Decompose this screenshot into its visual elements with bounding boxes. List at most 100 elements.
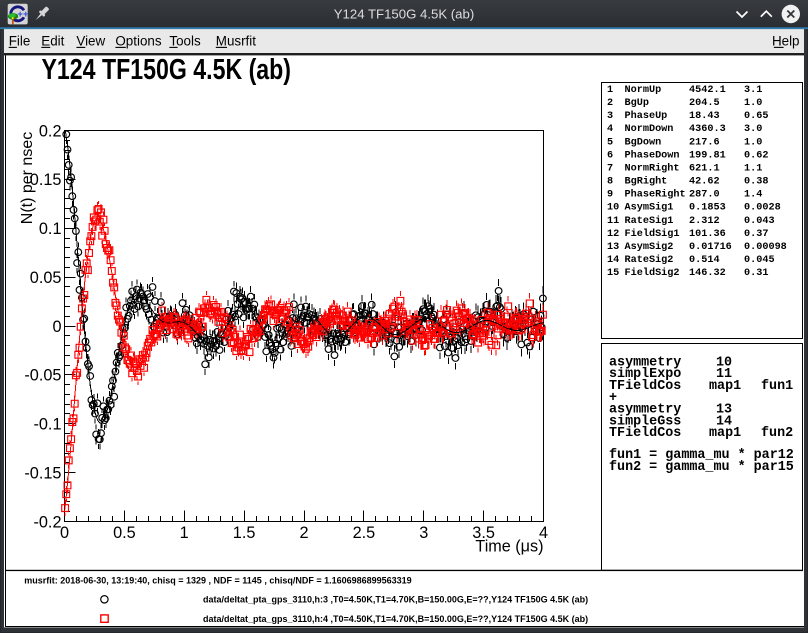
svg-text:Y124 TF150G 4.5K (ab): Y124 TF150G 4.5K (ab) [42,54,292,86]
svg-text:2: 2 [299,524,308,542]
svg-text:PhaseRight: PhaseRight [625,189,686,201]
svg-text:204.5: 204.5 [689,98,720,109]
svg-text:10: 10 [716,355,732,370]
svg-text:PhaseUp: PhaseUp [625,110,668,122]
svg-text:BgDown: BgDown [625,137,662,148]
svg-text:1.5: 1.5 [233,524,256,542]
svg-text:14: 14 [607,255,619,266]
svg-text:fun1: fun1 [761,379,793,394]
svg-text:11: 11 [607,216,619,227]
svg-text:0.514: 0.514 [689,255,720,266]
svg-text:146.32: 146.32 [689,268,726,279]
svg-text:621.1: 621.1 [689,164,720,175]
svg-text:0.5: 0.5 [113,524,136,542]
svg-text:0.01716: 0.01716 [689,242,732,253]
svg-text:TFieldCos: TFieldCos [609,379,681,394]
svg-text:101.36: 101.36 [689,229,726,240]
svg-text:Tools: Tools [169,34,201,49]
svg-text:data/deltat_pta_gps_3110,h:3 ,: data/deltat_pta_gps_3110,h:3 ,T0=4.50K,T… [203,595,588,605]
svg-text:0.1853: 0.1853 [689,203,726,214]
svg-text:Y124 TF150G 4.5K (ab): Y124 TF150G 4.5K (ab) [334,6,475,21]
svg-text:0.0028: 0.0028 [744,203,781,214]
svg-text:0.37: 0.37 [744,229,768,240]
svg-text:Time (μs): Time (μs) [475,538,543,556]
svg-text:2.312: 2.312 [689,216,720,227]
svg-text:10: 10 [607,203,619,214]
svg-text:4: 4 [607,124,613,135]
svg-text:0.043: 0.043 [744,216,775,227]
svg-text:musrfit: 2018-06-30, 13:19:40,: musrfit: 2018-06-30, 13:19:40, chisq = 1… [24,576,411,586]
svg-text:0.2: 0.2 [39,122,62,140]
svg-text:RateSig1: RateSig1 [625,215,674,227]
svg-text:FieldSig1: FieldSig1 [625,228,680,240]
svg-text:0.045: 0.045 [744,255,775,266]
svg-text:0.00098: 0.00098 [744,242,787,253]
svg-text:287.0: 287.0 [689,190,720,201]
svg-text:-0.1: -0.1 [33,416,61,434]
svg-text:fun2 = gamma_mu * par15: fun2 = gamma_mu * par15 [609,460,794,475]
svg-text:AsymSig1: AsymSig1 [625,202,674,214]
svg-text:N(t) per nsec: N(t) per nsec [19,132,36,224]
svg-text:1: 1 [607,85,613,96]
svg-text:13: 13 [716,403,732,418]
svg-text:4360.3: 4360.3 [689,124,726,135]
svg-text:asymmetry: asymmetry [609,355,681,370]
svg-text:0.31: 0.31 [744,268,768,279]
svg-text:FieldSig2: FieldSig2 [625,267,680,279]
svg-text:8: 8 [607,177,613,188]
svg-text:Musrfit: Musrfit [216,34,256,49]
svg-text:0.38: 0.38 [744,177,768,188]
svg-text:0.05: 0.05 [30,269,62,287]
svg-text:-0.2: -0.2 [33,513,61,531]
svg-text:TFieldCos: TFieldCos [609,426,681,441]
svg-text:3.1: 3.1 [744,85,762,96]
svg-text:simpleGss: simpleGss [609,414,681,429]
svg-text:3.0: 3.0 [744,124,762,135]
svg-text:AsymSig2: AsymSig2 [625,241,674,253]
svg-text:3.5: 3.5 [472,524,495,542]
svg-text:PhaseDown: PhaseDown [625,149,680,161]
svg-text:42.62: 42.62 [689,177,720,188]
svg-text:NormRight: NormRight [625,163,680,175]
svg-text:217.6: 217.6 [689,137,720,148]
svg-text:2.5: 2.5 [353,524,376,542]
svg-text:View: View [76,34,105,49]
svg-text:++: ++ [17,9,29,20]
svg-text:1.0: 1.0 [744,98,762,109]
svg-text:5: 5 [607,137,613,148]
svg-text:0: 0 [52,318,61,336]
svg-text:NormUp: NormUp [625,85,662,96]
svg-text:fun1 = gamma_mu * par12: fun1 = gamma_mu * par12 [609,448,794,463]
svg-text:0.65: 0.65 [744,111,768,122]
svg-text:4542.1: 4542.1 [689,85,726,96]
svg-text:Help: Help [772,34,800,49]
svg-text:7: 7 [607,164,613,175]
svg-text:0.62: 0.62 [744,150,768,161]
svg-text:0.15: 0.15 [30,171,62,189]
svg-text:BgUp: BgUp [625,98,649,109]
svg-text:File: File [9,34,31,49]
svg-text:1.4: 1.4 [744,190,762,201]
svg-text:Options: Options [115,34,161,49]
svg-text:0: 0 [60,524,69,542]
svg-text:3: 3 [607,111,613,122]
svg-text:12: 12 [607,229,619,240]
svg-text:0.1: 0.1 [39,220,62,238]
svg-text:simplExpo: simplExpo [609,367,681,382]
svg-text:-0.05: -0.05 [24,367,61,385]
svg-text:11: 11 [716,367,732,382]
svg-text:199.81: 199.81 [689,150,726,161]
svg-text:RateSig2: RateSig2 [625,254,674,266]
svg-text:data/deltat_pta_gps_3110,h:4 ,: data/deltat_pta_gps_3110,h:4 ,T0=4.50K,T… [203,614,588,624]
svg-text:1.1: 1.1 [744,164,762,175]
svg-text:NormDown: NormDown [625,124,674,135]
svg-text:Edit: Edit [41,34,64,49]
svg-text:1.0: 1.0 [744,137,762,148]
svg-text:4: 4 [539,524,548,542]
svg-text:2: 2 [607,98,613,109]
svg-text:+: + [609,391,617,406]
svg-text:18.43: 18.43 [689,111,720,122]
svg-text:BgRight: BgRight [625,176,668,188]
svg-text:14: 14 [716,414,732,429]
svg-text:fun2: fun2 [761,426,793,441]
